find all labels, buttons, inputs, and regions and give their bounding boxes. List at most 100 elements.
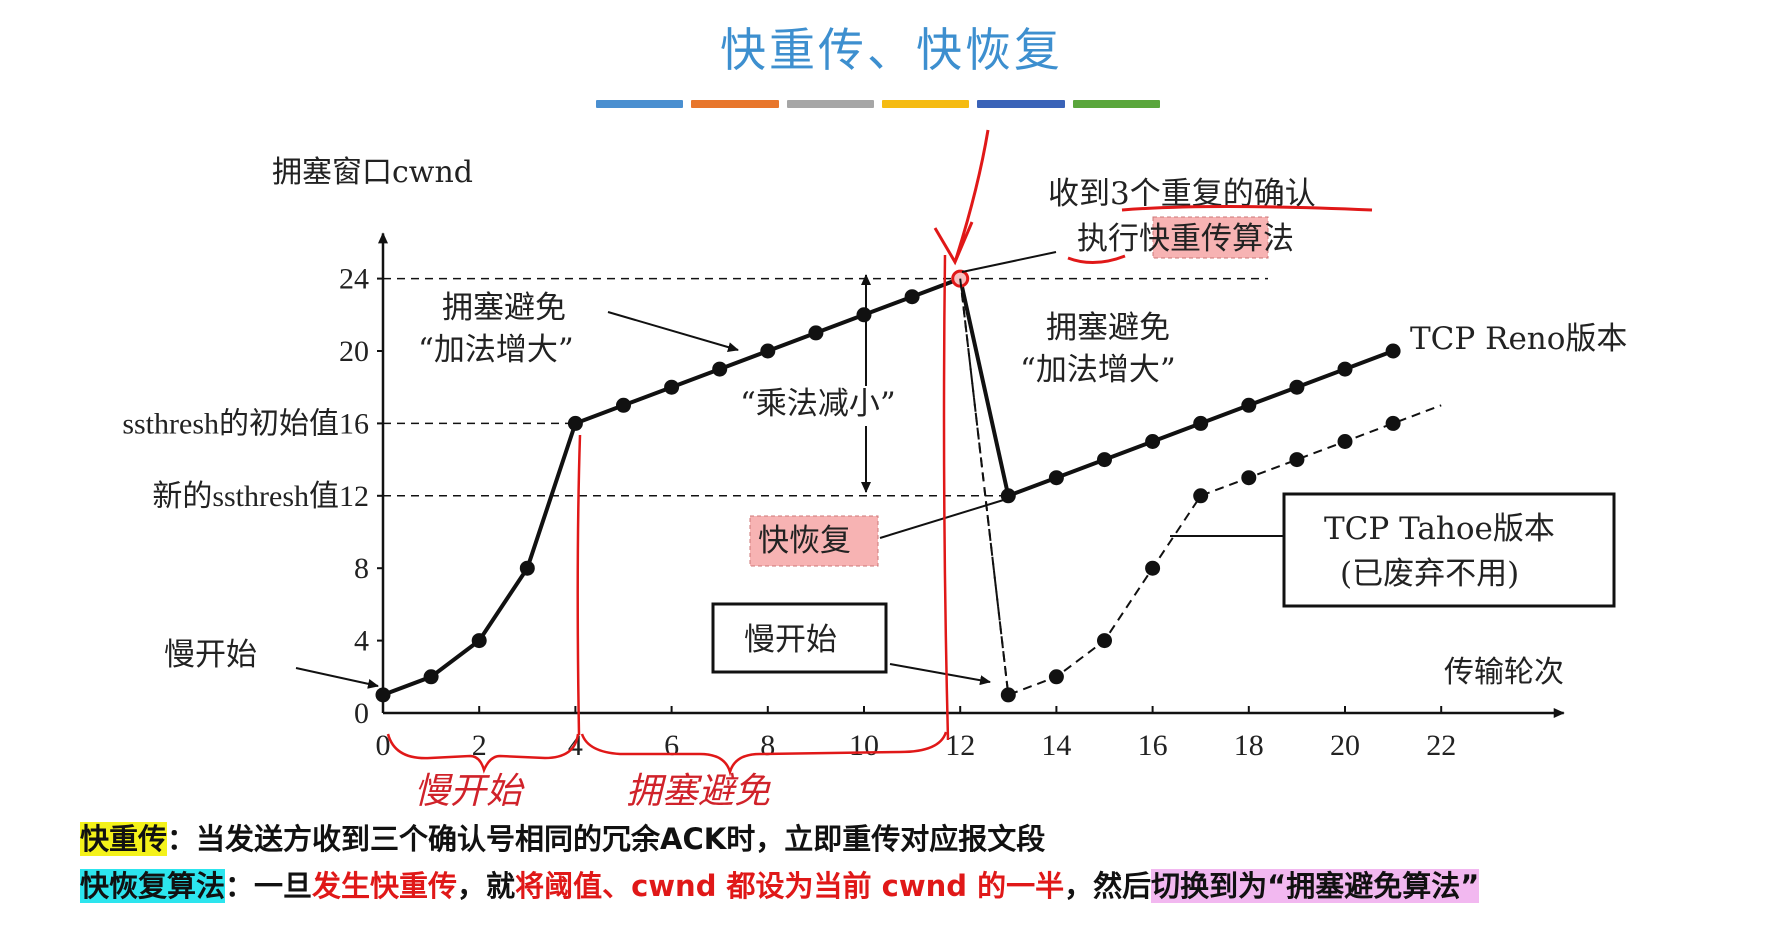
color-bar-segment: [881, 100, 970, 108]
hand-vline-12: [942, 254, 950, 741]
data-point: [1385, 343, 1401, 359]
hand-underline-2: [1067, 254, 1126, 264]
y-tick-label: 新的ssthresh值12: [152, 480, 369, 513]
x-tick-label: 14: [1041, 729, 1071, 762]
y-tick-label: ssthresh的初始值16: [122, 407, 369, 440]
footer-line2-d: 将阈值、cwnd 都设为当前 cwnd 的一半: [515, 869, 1065, 903]
hand-brace-slow-start: [386, 733, 580, 774]
exec-text: 执行: [1077, 221, 1139, 257]
slow-start-box-pointer: [889, 663, 991, 686]
y-tick-label: 8: [354, 552, 369, 585]
y-tick-label: 24: [339, 263, 369, 296]
hand-underline-1: [1121, 205, 1373, 212]
data-point: [1193, 415, 1209, 431]
data-point: [1048, 470, 1064, 486]
x-tick-label: 0: [376, 729, 391, 762]
data-point: [664, 379, 680, 395]
footer-line2-f: 切换到为“拥塞避免算法”: [1151, 869, 1480, 903]
footer-line2-b: 发生快重传: [312, 869, 458, 903]
x-tick-label: 18: [1234, 729, 1264, 762]
ca1-line2: “加法增大”: [418, 332, 574, 368]
reference-lines: [383, 277, 1268, 696]
fast-retransmit-desc: ：当发送方收到三个确认号相同的冗余ACK时，立即重传对应报文段: [167, 822, 1046, 856]
data-point: [1193, 488, 1209, 504]
x-tick-label: 22: [1426, 729, 1456, 762]
hand-arrow: [933, 129, 990, 266]
data-point: [904, 289, 920, 305]
footer-line2-a: ：一旦: [225, 869, 313, 903]
dup-ack-pointer: [961, 251, 1057, 273]
color-bar-segment: [786, 100, 874, 108]
data-point: [1048, 669, 1064, 685]
slow-start-left-label: 慢开始: [164, 637, 257, 673]
slow-start-left-pointer: [295, 667, 379, 689]
fast-recovery-box: [749, 515, 879, 567]
data-point: [519, 560, 535, 576]
data-point: [1241, 470, 1257, 486]
y-tick-label: 0: [354, 697, 369, 730]
data-point: [1097, 633, 1112, 649]
data-point: [471, 633, 487, 649]
fast-retransmit-term: 快重传: [80, 822, 168, 856]
slide-title: 快重传、快恢复: [720, 23, 1063, 77]
series-line-1: [959, 278, 1442, 697]
color-bar-segment: [691, 100, 779, 108]
x-axis-label: 传输轮次: [1444, 655, 1564, 690]
ca2-line2: “加法增大”: [1020, 352, 1176, 388]
ca1-pointer: [607, 311, 739, 352]
data-point: [760, 343, 776, 359]
data-point: [1289, 452, 1305, 468]
data-point: [1337, 361, 1353, 377]
data-point: [423, 669, 439, 685]
x-tick-label: 12: [945, 729, 975, 762]
data-point: [1097, 452, 1112, 468]
data-point: [567, 415, 583, 431]
data-point: [1145, 560, 1161, 576]
data-point: [1000, 687, 1016, 703]
data-point: [1241, 397, 1257, 413]
fast-retransmit-highlight: [1152, 216, 1269, 259]
data-point: [808, 325, 824, 341]
hand-congestion-avoid: 拥塞避免: [626, 771, 771, 812]
hand-slow-start: 慢开始: [414, 771, 525, 812]
x-tick-label: 6: [664, 729, 679, 762]
y-axis-label: 拥塞窗口cwnd: [272, 155, 473, 190]
x-tick-label: 2: [472, 729, 487, 762]
reno-label: TCP Reno版本: [1410, 321, 1627, 357]
slow-start-box-label: 慢开始: [744, 622, 837, 658]
y-tick-label: 4: [354, 625, 369, 658]
hand-brace-congestion: [580, 731, 948, 777]
fast-recovery-label: 快恢复: [758, 523, 851, 559]
algorithm-text: 算法: [1232, 221, 1294, 257]
footer-line2-e: ，然后: [1064, 869, 1152, 903]
tahoe-box: [1282, 492, 1616, 608]
tahoe-line1: TCP Tahoe版本: [1324, 511, 1555, 547]
data-point: [375, 687, 391, 703]
title-color-bar: [596, 100, 1160, 110]
footer: 快重传：当发送方收到三个确认号相同的冗余ACK时，立即重传对应报文段 快恢复算法…: [80, 816, 1480, 910]
hand-vline-4: [576, 434, 582, 736]
x-tick-label: 10: [849, 729, 879, 762]
footer-line-2: 快恢复算法：一旦发生快重传，就将阈值、cwnd 都设为当前 cwnd 的一半，然…: [80, 863, 1480, 910]
slow-start-box: [711, 602, 888, 674]
mult-decrease-label: “乘法减小”: [740, 386, 896, 422]
color-bar-segment: [1072, 100, 1160, 108]
fast-retransmit-text: 快重传: [1139, 221, 1232, 257]
series-layer: [375, 269, 1442, 703]
ca2-line1: 拥塞避免: [1046, 310, 1170, 346]
data-point: [1337, 434, 1353, 449]
fast-recovery-term: 快恢复算法: [80, 869, 226, 903]
footer-line-1: 快重传：当发送方收到三个确认号相同的冗余ACK时，立即重传对应报文段: [80, 816, 1479, 863]
footer-line2-c: ，就: [457, 869, 516, 903]
x-tick-label: 8: [760, 729, 775, 762]
color-bar-segment: [977, 100, 1065, 108]
color-bar-segment: [596, 100, 684, 108]
data-point: [856, 307, 872, 323]
data-point: [712, 361, 728, 377]
x-tick-label: 20: [1330, 729, 1360, 762]
data-point: [1385, 415, 1401, 431]
tahoe-line2: (已废弃不用): [1340, 556, 1519, 592]
y-tick-label: 20: [339, 335, 369, 368]
